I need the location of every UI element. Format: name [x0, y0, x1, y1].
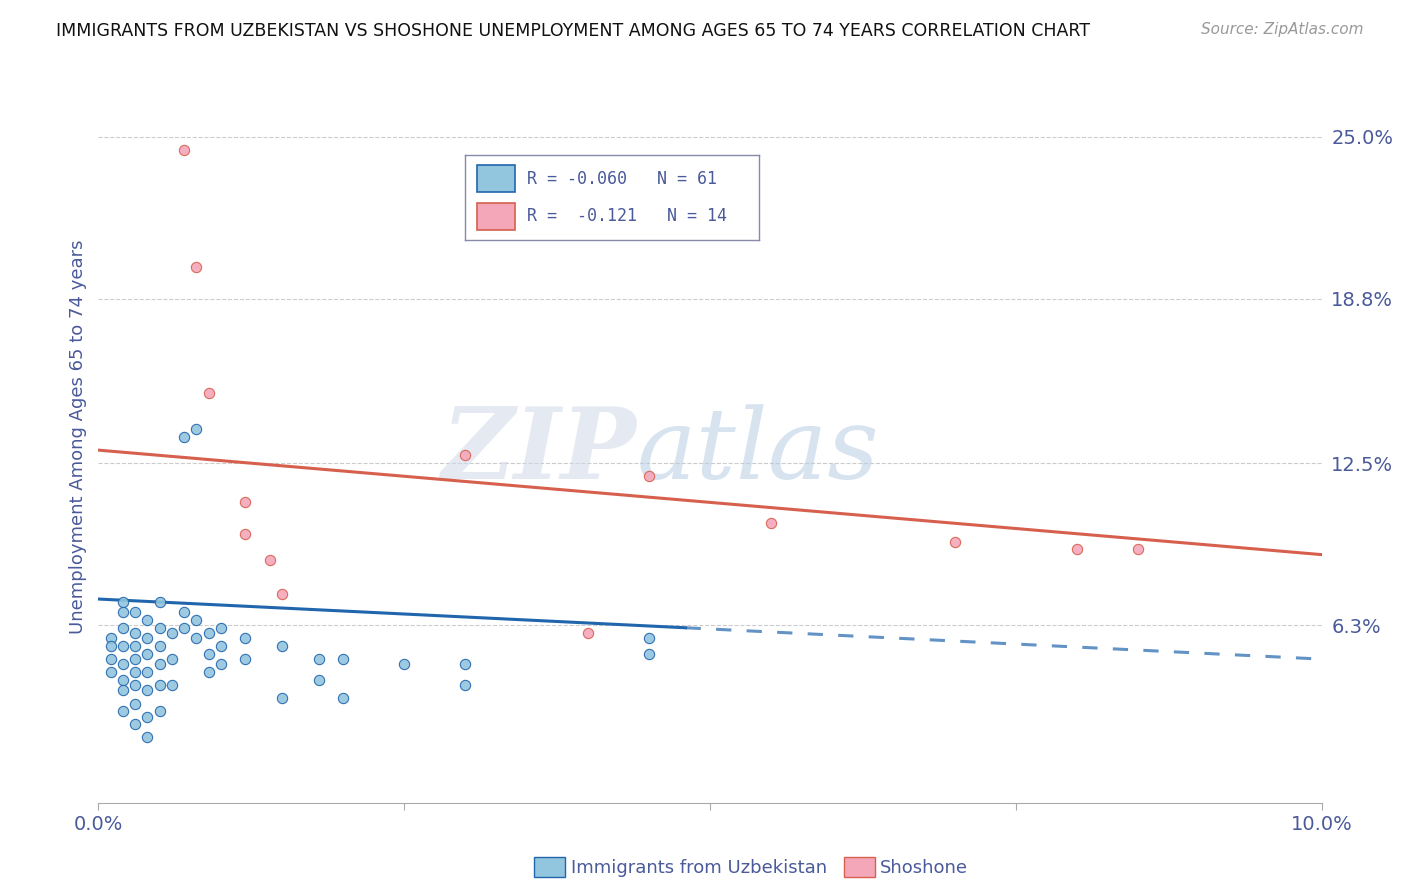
Point	[100, 632, 122, 646]
Point	[576, 626, 599, 640]
Point	[209, 639, 232, 653]
Point	[111, 657, 134, 672]
Point	[308, 652, 330, 666]
Text: Immigrants from Uzbekistan: Immigrants from Uzbekistan	[571, 859, 827, 877]
Point	[149, 621, 172, 635]
Point	[197, 385, 219, 400]
Point	[136, 632, 159, 646]
Point	[759, 516, 782, 531]
Point	[111, 621, 134, 635]
Point	[111, 673, 134, 687]
Point	[186, 422, 208, 436]
Text: ZIP: ZIP	[441, 403, 637, 500]
Point	[100, 652, 122, 666]
Point	[332, 652, 354, 666]
Point	[233, 526, 256, 541]
Point	[136, 665, 159, 680]
Point	[124, 665, 146, 680]
Point	[160, 678, 183, 692]
Y-axis label: Unemployment Among Ages 65 to 74 years: Unemployment Among Ages 65 to 74 years	[69, 240, 87, 634]
Point	[270, 587, 292, 601]
Point	[100, 665, 122, 680]
Point	[186, 632, 208, 646]
Point	[136, 647, 159, 661]
Point	[149, 595, 172, 609]
Point	[1128, 542, 1150, 557]
Point	[259, 553, 281, 567]
Point	[454, 449, 477, 463]
Point	[392, 657, 416, 672]
Text: atlas: atlas	[637, 404, 879, 500]
Point	[186, 613, 208, 627]
Point	[111, 595, 134, 609]
Point	[160, 652, 183, 666]
Bar	[477, 165, 515, 193]
Point	[124, 605, 146, 619]
Point	[637, 632, 661, 646]
Point	[149, 639, 172, 653]
Text: R = -0.060   N = 61: R = -0.060 N = 61	[527, 169, 717, 187]
Text: R =  -0.121   N = 14: R = -0.121 N = 14	[527, 208, 727, 226]
Point	[209, 621, 232, 635]
Point	[111, 705, 134, 719]
Point	[197, 647, 219, 661]
Point	[136, 613, 159, 627]
Point	[454, 678, 477, 692]
Point	[124, 652, 146, 666]
Point	[1066, 542, 1088, 557]
Point	[136, 683, 159, 698]
Point	[173, 430, 195, 444]
Point	[270, 639, 292, 653]
Point	[197, 626, 219, 640]
Point	[637, 469, 661, 483]
Point	[149, 678, 172, 692]
Point	[308, 673, 330, 687]
Point	[124, 678, 146, 692]
Point	[233, 652, 256, 666]
Point	[111, 605, 134, 619]
Point	[270, 691, 292, 706]
Point	[100, 639, 122, 653]
Point	[173, 621, 195, 635]
Point	[173, 605, 195, 619]
Text: Source: ZipAtlas.com: Source: ZipAtlas.com	[1201, 22, 1364, 37]
Point	[111, 639, 134, 653]
Point	[124, 639, 146, 653]
Bar	[477, 202, 515, 230]
Text: Shoshone: Shoshone	[880, 859, 969, 877]
Point	[124, 626, 146, 640]
Point	[149, 705, 172, 719]
Point	[173, 143, 195, 157]
Point	[149, 657, 172, 672]
Point	[454, 657, 477, 672]
Point	[124, 717, 146, 731]
Point	[124, 697, 146, 711]
Text: IMMIGRANTS FROM UZBEKISTAN VS SHOSHONE UNEMPLOYMENT AMONG AGES 65 TO 74 YEARS CO: IMMIGRANTS FROM UZBEKISTAN VS SHOSHONE U…	[56, 22, 1090, 40]
Point	[943, 534, 966, 549]
Point	[233, 495, 256, 509]
Point	[186, 260, 208, 275]
Point	[111, 683, 134, 698]
Point	[136, 709, 159, 723]
Point	[637, 647, 661, 661]
Point	[332, 691, 354, 706]
Point	[233, 632, 256, 646]
Point	[160, 626, 183, 640]
Point	[136, 731, 159, 745]
Point	[197, 665, 219, 680]
Point	[209, 657, 232, 672]
